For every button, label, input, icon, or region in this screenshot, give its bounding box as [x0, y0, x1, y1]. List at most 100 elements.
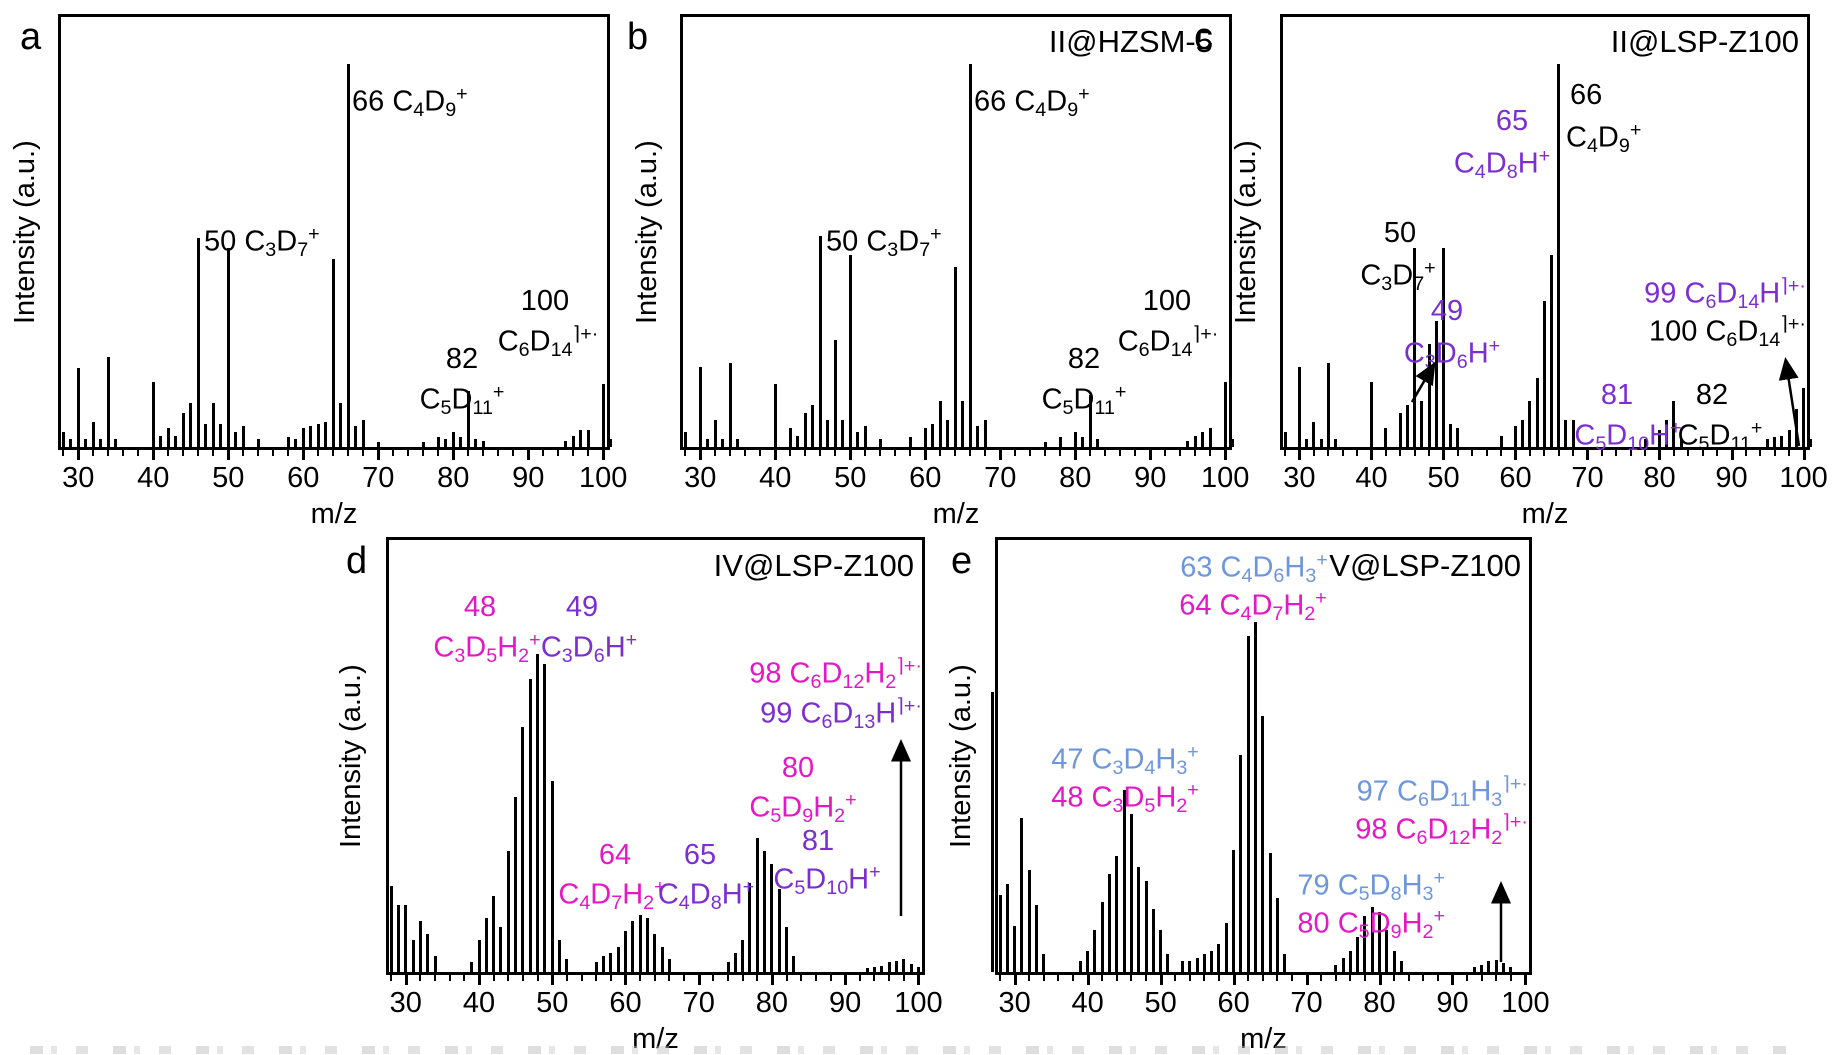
- peak-mz-64: [1261, 716, 1265, 972]
- peak-mz-81: [1385, 930, 1389, 972]
- x-axis-minor-tick-92: [858, 975, 861, 981]
- peak-mz-101: [1231, 439, 1235, 447]
- peak-mz-50: [1159, 930, 1163, 972]
- x-tick-label-80: 80: [1059, 462, 1092, 494]
- x-tick-label-80: 80: [1643, 462, 1676, 494]
- x-axis-minor-tick-86: [814, 975, 817, 981]
- x-axis-major-tick-100: [1802, 450, 1806, 460]
- peak-mz-28: [998, 895, 1002, 972]
- x-axis-minor-tick-32: [419, 975, 422, 981]
- x-axis-major-tick-100: [1224, 450, 1228, 460]
- peak-mz-40: [1086, 951, 1090, 972]
- x-axis-minor-tick-88: [1436, 975, 1439, 981]
- x-axis-major-tick-80: [1658, 450, 1662, 460]
- x-axis-minor-tick-82: [1672, 450, 1675, 456]
- panel-letter-b: b: [627, 16, 649, 58]
- x-axis-minor-tick-52: [864, 450, 867, 456]
- peak-mz-42: [788, 428, 792, 447]
- x-axis-minor-tick-36: [448, 975, 451, 981]
- x-axis-minor-tick-54: [580, 975, 583, 981]
- x-tick-label-30: 30: [389, 987, 422, 1019]
- peak-annotation-b-2: 82: [1067, 343, 1101, 375]
- peak-mz-68: [1571, 420, 1575, 447]
- x-tick-label-90: 90: [1134, 462, 1167, 494]
- peak-mz-51: [856, 432, 860, 447]
- peak-mz-75: [1341, 958, 1345, 972]
- peak-mz-51: [558, 940, 562, 972]
- peak-mz-56: [1202, 954, 1206, 972]
- x-axis-minor-tick-72: [712, 975, 715, 981]
- peak-mz-98: [902, 959, 906, 972]
- peak-mz-45: [811, 405, 815, 447]
- x-axis-major-tick-50: [849, 450, 853, 460]
- peak-mz-41: [1093, 930, 1097, 972]
- peak-mz-44: [181, 413, 185, 447]
- x-axis-minor-tick-28: [684, 450, 687, 456]
- x-tick-label-50: 50: [536, 987, 569, 1019]
- x-tick-label-100: 100: [579, 462, 628, 494]
- peak-mz-29: [69, 439, 73, 447]
- peak-mz-70: [376, 442, 380, 447]
- peak-mz-100: [601, 384, 605, 447]
- x-axis-minor-tick-32: [714, 450, 717, 456]
- x-tick-label-90: 90: [512, 462, 545, 494]
- x-axis-minor-tick-54: [1188, 975, 1191, 981]
- x-axis-minor-tick-58: [1500, 450, 1503, 456]
- x-axis-minor-tick-78: [756, 975, 759, 981]
- peak-mz-64: [653, 934, 657, 972]
- x-axis-major-tick-50: [551, 975, 555, 985]
- peak-mz-94: [872, 967, 876, 972]
- peak-mz-50: [1441, 248, 1445, 447]
- peak-mz-96: [887, 962, 891, 972]
- peak-mz-96: [1494, 960, 1498, 972]
- peak-mz-33: [721, 439, 725, 447]
- peak-mz-78: [1058, 437, 1062, 447]
- peak-annotation-e-1: 64 C4D7H2+: [1179, 587, 1327, 626]
- peak-mz-84: [481, 441, 485, 447]
- x-axis-minor-tick-54: [1471, 450, 1474, 456]
- peak-mz-80: [770, 864, 774, 972]
- x-axis-major-tick-100: [602, 450, 606, 460]
- x-tick-label-100: 100: [1501, 987, 1550, 1019]
- peak-mz-98: [1509, 967, 1513, 972]
- x-axis-minor-tick-56: [894, 450, 897, 456]
- x-axis-minor-tick-94: [1480, 975, 1483, 981]
- x-axis-minor-tick-48: [536, 975, 539, 981]
- peak-mz-53: [1181, 961, 1184, 972]
- peak-mz-96: [1193, 436, 1197, 447]
- peak-mz-79: [763, 851, 767, 972]
- peak-mz-39: [470, 962, 474, 972]
- x-axis-minor-tick-44: [507, 975, 510, 981]
- peak-annotation-d-4: 98 C6D12H2⌉+·: [749, 655, 922, 694]
- x-axis-minor-tick-28: [999, 975, 1002, 981]
- peak-mz-50: [848, 255, 852, 447]
- x-tick-label-70: 70: [362, 462, 395, 494]
- x-axis-major-tick-80: [1378, 975, 1382, 985]
- x-axis-major-tick-100: [1524, 975, 1528, 985]
- peak-mz-100: [1223, 382, 1227, 447]
- x-axis-minor-tick-82: [467, 450, 470, 456]
- x-axis-major-tick-70: [1586, 450, 1590, 460]
- x-axis-minor-tick-98: [902, 975, 905, 981]
- peak-annotation-d-11: 65: [683, 839, 717, 871]
- x-axis-minor-tick-54: [879, 450, 882, 456]
- x-axis-minor-tick-52: [1174, 975, 1177, 981]
- peak-mz-81: [459, 437, 463, 447]
- x-axis-minor-tick-78: [1059, 450, 1062, 456]
- x-axis-minor-tick-88: [1716, 450, 1719, 456]
- peak-mz-40: [477, 940, 481, 972]
- x-axis-minor-tick-76: [422, 450, 425, 456]
- peak-mz-82: [1672, 401, 1676, 447]
- peak-annotation-c-1: C4D9+: [1566, 119, 1642, 158]
- peak-annotation-d-7: C5D9H2+: [749, 789, 857, 828]
- peak-mz-60: [923, 428, 927, 447]
- x-axis-minor-tick-44: [804, 450, 807, 456]
- peak-annotation-a-0: 66 C4D9+: [352, 83, 468, 122]
- x-axis-major-tick-30: [404, 975, 408, 985]
- peak-mz-33: [99, 439, 103, 447]
- plot-frame-d: [386, 537, 925, 975]
- x-tick-label-90: 90: [1436, 987, 1469, 1019]
- peak-mz-68: [983, 420, 987, 447]
- x-axis-minor-tick-52: [242, 450, 245, 456]
- x-axis-minor-tick-62: [639, 975, 642, 981]
